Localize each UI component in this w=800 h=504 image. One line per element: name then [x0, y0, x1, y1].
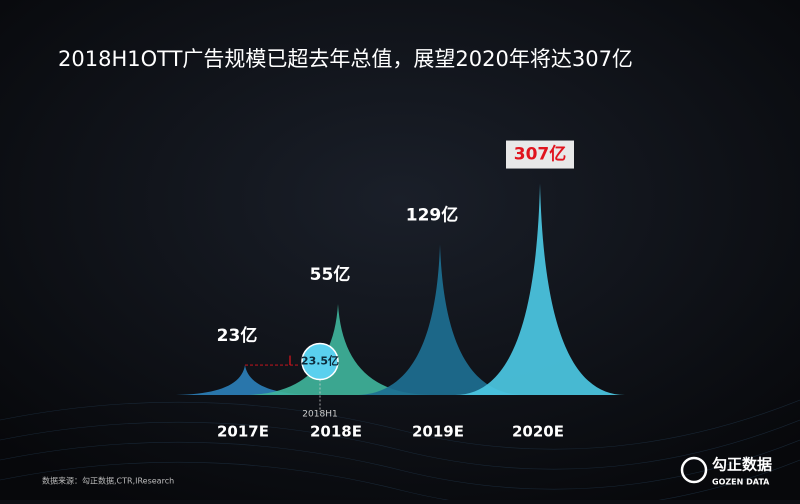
- logo-name: 勾正数据: [712, 456, 772, 474]
- value-label: 129亿: [406, 204, 459, 225]
- logo: 勾正数据 GOZEN DATA: [680, 456, 772, 487]
- logo-subtitle: GOZEN DATA: [712, 478, 770, 487]
- wave-decoration: [0, 399, 800, 504]
- peak: [243, 303, 433, 395]
- x-tick-label: 2019E: [412, 423, 464, 441]
- value-label: 55亿: [310, 264, 351, 285]
- value-label-box: [506, 140, 574, 169]
- peak: [170, 365, 320, 395]
- logo-icon: [680, 456, 708, 484]
- peak: [355, 244, 525, 395]
- source: 数据来源：勾正数据,CTR,IResearch: [42, 476, 174, 486]
- x-tick-label: 2017E: [217, 423, 269, 441]
- chart-title: 2018H1OTT广告规模已超去年总值，展望2020年将达307亿: [58, 47, 633, 71]
- x-tick-label: 2018E: [310, 423, 362, 441]
- value-label: 23亿: [217, 325, 258, 346]
- x-tick-label: 2020E: [512, 423, 564, 441]
- annotation-label: 23.5亿: [301, 354, 339, 368]
- peak: [455, 183, 625, 395]
- annotation-marker: [301, 342, 339, 381]
- value-label: 307亿: [514, 144, 567, 165]
- annotation-x-label: 2018H1: [302, 410, 337, 420]
